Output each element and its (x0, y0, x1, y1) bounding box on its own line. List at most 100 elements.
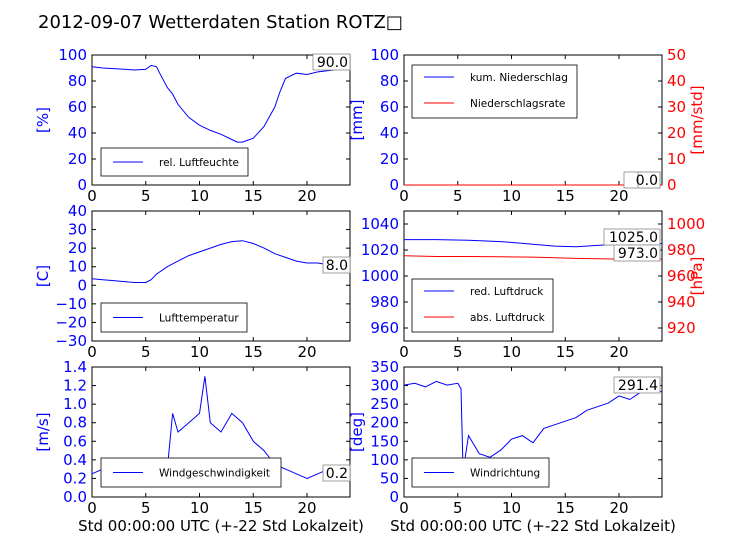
readout-value: 973.0 (618, 246, 658, 262)
x-tick-label: 5 (141, 187, 151, 205)
x-tick-label: 15 (244, 187, 263, 205)
readout-value: 90.0 (317, 55, 348, 71)
y-tick-label: 20 (68, 239, 87, 257)
x-tick-label: 0 (87, 343, 97, 361)
readout-box (312, 53, 351, 71)
legend-label: kum. Niederschlag (470, 72, 568, 84)
series-line-1 (91, 240, 351, 283)
x-tick-label: 5 (453, 343, 463, 361)
x-tick-label: 5 (453, 187, 463, 205)
y-tick-label: 40 (68, 202, 87, 220)
y-tick-label: 30 (68, 221, 87, 239)
legend-label: Niederschlagsrate (470, 98, 565, 110)
y-tick-label: 0.2 (63, 469, 87, 487)
y-tick-label: −20 (55, 313, 87, 331)
plot-area (403, 366, 663, 498)
y2-tick-label: 10 (667, 150, 686, 168)
readout-value: 1025.0 (609, 230, 658, 246)
y-tick-label: 0 (77, 176, 87, 194)
y-tick-label: 1040 (361, 215, 399, 233)
figure-title: 2012-09-07 Wetterdaten Station ROTZ□ (38, 12, 403, 33)
y-tick-label: 100 (370, 451, 399, 469)
x-tick-label: 10 (190, 343, 209, 361)
legend: rel. Luftfeuchte (100, 147, 249, 177)
y-tick-label: 80 (68, 72, 87, 90)
y-tick-label: 960 (370, 319, 399, 337)
y-tick-label: 150 (370, 432, 399, 450)
y-tick-label: 40 (68, 124, 87, 142)
readout-value: 291.4 (618, 378, 658, 394)
y-tick-label: 1020 (361, 241, 399, 259)
series-line-1 (91, 64, 351, 143)
y-tick-label: 10 (68, 258, 87, 276)
panel-1: 0 5 10 15 20 0 20 40 60 80 100 [%] rel. Luftfeuchte 9… (34, 46, 351, 205)
x-tick-label: 10 (502, 499, 521, 517)
legend: Windgeschwindigkeit (100, 457, 282, 488)
y-tick-label: 1.0 (63, 395, 87, 413)
y-tick-label: 20 (68, 150, 87, 168)
readout-value: 8.0 (326, 258, 348, 274)
x-tick-label: 0 (399, 499, 409, 517)
y2-axis-label: [hPa] (688, 257, 706, 296)
y-tick-label: 980 (370, 293, 399, 311)
y-tick-label: 80 (380, 72, 399, 90)
y2-tick-label: 980 (667, 241, 696, 259)
x-axis-label: Std 00:00:00 UTC (+-22 Std Lokalzeit) (78, 517, 364, 535)
y-tick-label: 0.4 (63, 451, 87, 469)
readout-box (322, 464, 351, 482)
y-tick-label: 1.4 (63, 358, 87, 376)
y-tick-label: −10 (55, 295, 87, 313)
x-tick-label: 15 (244, 499, 263, 517)
y2-tick-label: 20 (667, 124, 686, 142)
x-tick-label: 10 (190, 187, 209, 205)
x-tick-label: 0 (399, 343, 409, 361)
y-tick-label: 0 (389, 488, 399, 506)
y-axis-label: [mm] (348, 100, 366, 141)
y2-axis-label: [mm/std] (688, 85, 706, 154)
y-axis-label: [%] (34, 107, 52, 133)
x-tick-label: 15 (244, 343, 263, 361)
x-tick-label: 5 (453, 499, 463, 517)
readout-box (613, 376, 661, 394)
x-tick-label: 0 (87, 187, 97, 205)
y2-tick-label: 0 (667, 176, 677, 194)
y-tick-label: 0.8 (63, 414, 87, 432)
legend: kum. Niederschlag Niederschlagsrate (411, 64, 578, 119)
panel-5: 0 5 10 15 200.00.20.40.60.81.01.21.4[m/s]Std… (34, 358, 364, 535)
readout-box (322, 256, 351, 274)
legend-label: rel. Luftfeuchte (159, 157, 239, 169)
y-tick-label: 20 (380, 150, 399, 168)
y-tick-label: 40 (380, 124, 399, 142)
y-tick-label: 1000 (361, 267, 399, 285)
x-tick-label: 20 (609, 187, 628, 205)
legend-label: abs. Luftdruck (470, 312, 546, 324)
x-tick-label: 20 (297, 499, 316, 517)
legend: red. Luftdruck abs. Luftdruck (411, 278, 554, 333)
y-tick-label: 60 (380, 98, 399, 116)
plot-area (91, 210, 351, 342)
y-tick-label: 0 (77, 276, 87, 294)
x-tick-label: 20 (609, 343, 628, 361)
plot-area (91, 366, 351, 498)
legend-label: red. Luftdruck (470, 286, 544, 298)
y2-tick-label: 940 (667, 293, 696, 311)
y2-tick-label: 40 (667, 72, 686, 90)
readout-value: 0.0 (636, 173, 658, 189)
readout-box (637, 171, 661, 189)
y-tick-label: 300 (370, 377, 399, 395)
y-tick-label: −30 (55, 332, 87, 350)
y-tick-label: 100 (370, 46, 399, 64)
legend-label: Windrichtung (470, 468, 540, 480)
y-tick-label: 100 (58, 46, 87, 64)
y-tick-label: 250 (370, 395, 399, 413)
x-tick-label: 20 (297, 343, 316, 361)
y-tick-label: 350 (370, 358, 399, 376)
x-tick-label: 15 (556, 187, 575, 205)
legend-label: Lufttemperatur (159, 313, 239, 325)
legend-label: Windgeschwindigkeit (159, 468, 270, 480)
x-tick-label: 20 (297, 187, 316, 205)
x-axis-label: Std 00:00:00 UTC (+-22 Std Lokalzeit) (390, 517, 676, 535)
